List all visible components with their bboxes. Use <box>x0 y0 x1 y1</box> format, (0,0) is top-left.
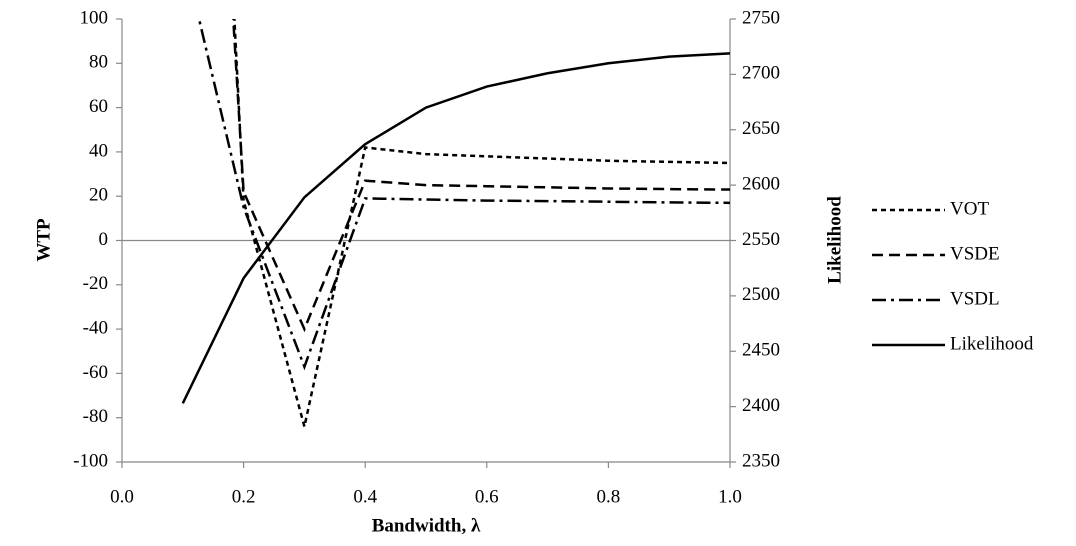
legend-label: VSDE <box>950 243 1000 264</box>
y-tick-label: 40 <box>89 140 108 161</box>
y2-tick-label: 2550 <box>742 229 780 250</box>
series-line <box>233 19 730 427</box>
y-tick-label: -80 <box>83 406 108 427</box>
y-tick-label: 20 <box>89 185 108 206</box>
y2-tick-label: 2750 <box>742 7 780 28</box>
y-tick-label: 80 <box>89 52 108 73</box>
series-line <box>231 19 730 333</box>
plot-area <box>181 19 730 427</box>
y2-tick-label: 2700 <box>742 63 780 84</box>
y-axis-title: WTP <box>33 218 54 262</box>
y-tick-label: 100 <box>80 7 109 28</box>
y2-tick-label: 2600 <box>742 173 780 194</box>
x-tick-label: 0.0 <box>110 486 134 507</box>
legend-label: Likelihood <box>950 333 1034 354</box>
x-tick-label: 0.6 <box>475 486 499 507</box>
y-tick-label: -40 <box>83 317 108 338</box>
x-tick-label: 1.0 <box>718 486 742 507</box>
y2-tick-label: 2450 <box>742 340 780 361</box>
x-axis-title: Bandwidth, λ <box>372 515 481 536</box>
y-tick-label: 0 <box>99 229 109 250</box>
y2-tick-label: 2500 <box>742 284 780 305</box>
x-tick-label: 0.2 <box>232 486 256 507</box>
legend-label: VSDL <box>950 288 1000 309</box>
y-tick-label: -60 <box>83 362 108 383</box>
legend-label: VOT <box>950 198 989 219</box>
y-tick-label: -20 <box>83 273 108 294</box>
series-line <box>181 52 730 404</box>
x-tick-label: 0.8 <box>597 486 621 507</box>
y2-tick-label: 2650 <box>742 118 780 139</box>
y-tick-label: -100 <box>73 450 108 471</box>
series-line <box>197 19 730 371</box>
x-tick-label: 0.4 <box>353 486 377 507</box>
y2-tick-label: 2400 <box>742 395 780 416</box>
y2-axis-title: Likelihood <box>824 196 845 284</box>
y-tick-label: 60 <box>89 96 108 117</box>
y2-tick-label: 2350 <box>742 450 780 471</box>
